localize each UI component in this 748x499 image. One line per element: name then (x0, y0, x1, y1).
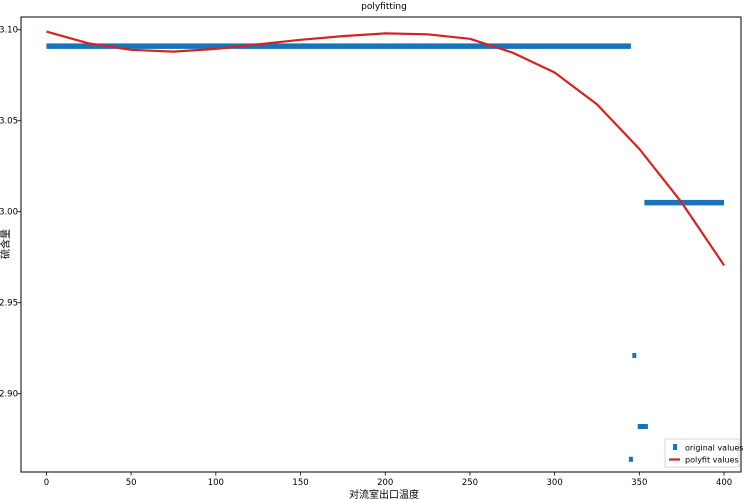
original-value-mark-4 (628, 456, 633, 462)
x-tick-label: 200 (377, 478, 393, 488)
legend: original values polyfit values (664, 438, 743, 468)
y-tick-label: 3.00 (0, 208, 18, 218)
legend-original-marker (673, 444, 677, 450)
x-tick-label: 0 (44, 478, 49, 488)
x-tick-label: 300 (547, 478, 563, 488)
y-tick-label: 2.90 (0, 390, 18, 400)
y-tick-label: 3.10 (0, 26, 18, 36)
original-value-mark-2 (632, 353, 637, 358)
plot-frame (20, 16, 742, 473)
polyfit-line (46, 30, 726, 267)
x-tick-label: 350 (631, 478, 647, 488)
original-value-mark-3 (637, 424, 648, 429)
x-axis: 0 50 100 150 200 250 300 350 400 (44, 472, 732, 488)
y-axis: 2.90 2.95 3.00 3.05 3.10 (0, 26, 21, 400)
legend-polyfit-label: polyfit values (685, 456, 739, 465)
y-tick-label: 2.95 (0, 299, 18, 309)
x-tick-label: 150 (292, 478, 308, 488)
plot-data (46, 30, 726, 462)
legend-original-label: original values (685, 444, 743, 453)
x-axis-label: 对流室出口温度 (349, 488, 419, 499)
x-tick-label: 100 (208, 478, 224, 488)
y-tick-label: 3.05 (0, 117, 18, 127)
y-axis-label: 硫含量 (0, 229, 12, 259)
chart-title: polyfitting (361, 2, 407, 12)
legend-box (664, 438, 740, 468)
x-tick-label: 400 (716, 478, 732, 488)
original-value-mark-1 (644, 199, 724, 206)
x-tick-label: 250 (462, 478, 478, 488)
original-value-mark-0 (46, 43, 631, 49)
x-tick-label: 50 (126, 478, 137, 488)
